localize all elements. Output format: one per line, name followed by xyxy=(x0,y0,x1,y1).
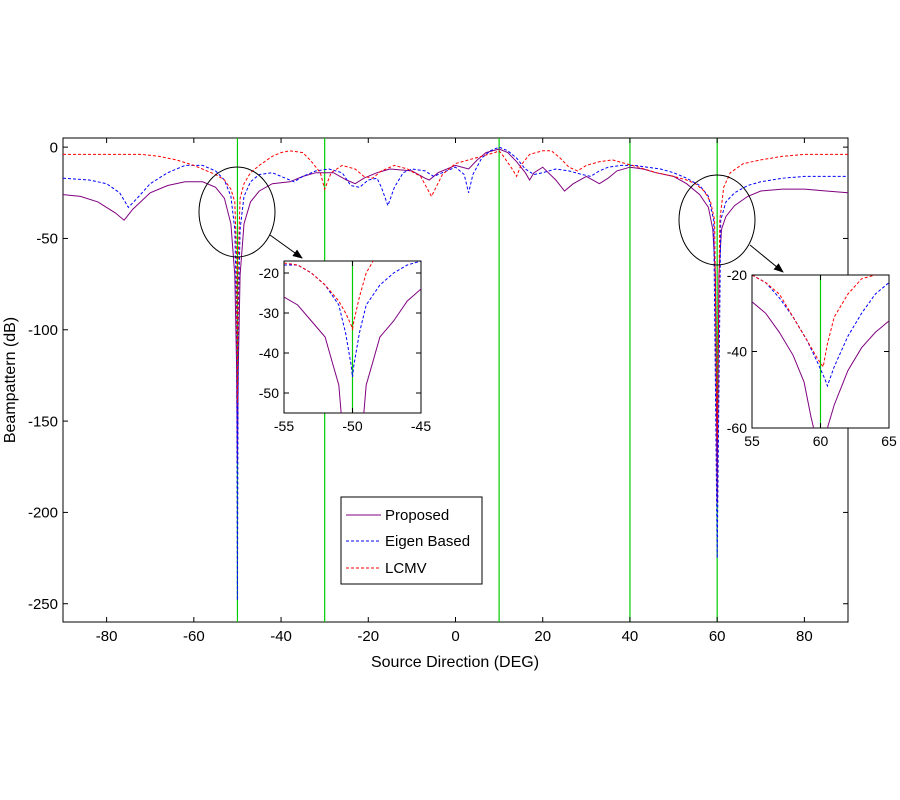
x-tick-label: -60 xyxy=(183,628,205,645)
x-tick-label: -55 xyxy=(274,418,294,434)
inset-right-series xyxy=(752,275,889,428)
y-tick-label: -250 xyxy=(28,596,58,613)
x-tick-label: 20 xyxy=(534,628,551,645)
inset-left-series xyxy=(284,261,421,413)
inset-left-ticks: -55 -50 -45 -20 -30 -40 -50 xyxy=(259,261,431,434)
y-axis-ticks: 0 -50 -100 -150 -200 -250 xyxy=(28,138,848,622)
y-tick-label: -60 xyxy=(727,420,747,436)
x-tick-label: -50 xyxy=(342,418,362,434)
y-tick-label: -30 xyxy=(259,305,279,321)
series-line-eigen-based xyxy=(752,275,889,388)
x-tick-label: 80 xyxy=(796,628,813,645)
legend-label-eigen-based: Eigen Based xyxy=(385,533,470,550)
x-tick-label: -20 xyxy=(357,628,379,645)
y-tick-label: -50 xyxy=(259,385,279,401)
zoom-ellipse-right xyxy=(678,174,756,266)
x-tick-label: 65 xyxy=(881,433,897,449)
legend-label-lcmv: LCMV xyxy=(385,560,427,577)
zoom-arrow-right xyxy=(749,244,784,273)
series-line-proposed xyxy=(826,320,889,428)
x-tick-label: 0 xyxy=(451,628,459,645)
inset-zoom-left: -55 -50 -45 -20 -30 -40 -50 xyxy=(259,260,431,434)
x-tick-label: -40 xyxy=(270,628,292,645)
series-line-proposed xyxy=(363,288,421,413)
legend-box xyxy=(340,496,483,585)
series-line-proposed xyxy=(752,301,815,428)
zoom-ellipse-left xyxy=(198,166,276,258)
series-line-proposed xyxy=(284,296,342,413)
inset-right-ticks: 55 60 65 -20 -40 -60 xyxy=(727,267,897,449)
main-series-lines xyxy=(63,146,848,601)
y-tick-label: -40 xyxy=(259,345,279,361)
y-tick-label: -200 xyxy=(28,505,58,522)
y-tick-label: -50 xyxy=(36,231,58,248)
inset-zoom-right: 55 60 65 -20 -40 -60 xyxy=(727,267,897,449)
series-line-lcmv xyxy=(752,275,876,369)
x-tick-label: -45 xyxy=(411,418,431,434)
x-axis-label: Source Direction (DEG) xyxy=(371,654,539,671)
y-tick-label: -20 xyxy=(259,265,279,281)
legend: Proposed Eigen Based LCMV xyxy=(340,496,483,585)
x-tick-label: 40 xyxy=(622,628,639,645)
y-axis-label: Beampattern (dB) xyxy=(2,317,19,443)
x-tick-label: 55 xyxy=(744,433,760,449)
y-tick-label: -150 xyxy=(28,413,58,430)
series-line-proposed xyxy=(63,148,848,504)
series-line-eigen-based xyxy=(63,146,848,601)
y-tick-label: -100 xyxy=(28,322,58,339)
y-tick-label: 0 xyxy=(50,139,58,156)
series-line-lcmv xyxy=(284,261,374,331)
x-tick-label: 60 xyxy=(813,433,829,449)
zoom-arrow-left xyxy=(269,234,303,259)
legend-label-proposed: Proposed xyxy=(385,507,449,524)
y-tick-label: -20 xyxy=(727,267,747,283)
x-axis-ticks: -80 -60 -40 -20 0 20 40 60 80 xyxy=(96,628,813,645)
x-tick-label: 60 xyxy=(709,628,726,645)
x-tick-label: -80 xyxy=(96,628,118,645)
y-tick-label: -40 xyxy=(727,343,747,359)
series-line-lcmv xyxy=(63,150,848,440)
